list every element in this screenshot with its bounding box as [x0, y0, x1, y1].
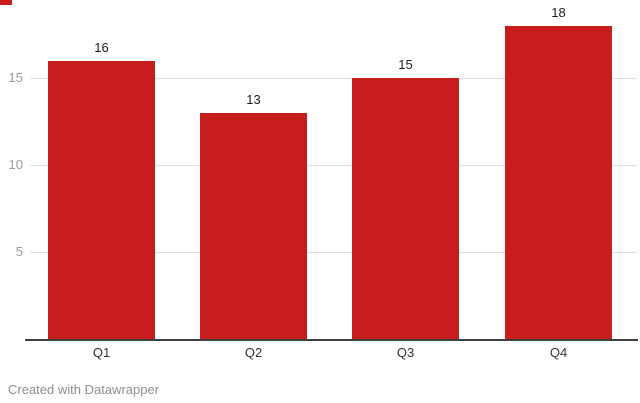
gridline — [30, 165, 637, 166]
x-axis-label: Q2 — [244, 345, 263, 360]
bar-value-label: 13 — [246, 92, 261, 107]
gridline — [30, 252, 637, 253]
x-axis-label: Q1 — [92, 345, 111, 360]
y-tick-label: 5 — [15, 244, 23, 259]
x-axis-baseline — [25, 339, 638, 341]
gridline — [30, 78, 637, 79]
bar-q4 — [505, 26, 612, 339]
x-axis-label: Q4 — [549, 345, 568, 360]
bar-q1 — [48, 61, 155, 339]
bar-q3 — [352, 78, 459, 339]
x-axis-label: Q3 — [396, 345, 415, 360]
bar-value-label: 18 — [551, 5, 566, 20]
red-corner-mark — [0, 0, 12, 5]
bar-value-label: 15 — [398, 57, 413, 72]
y-tick-label: 10 — [8, 157, 23, 172]
datawrapper-credit-link[interactable]: Created with Datawrapper — [8, 382, 160, 397]
y-tick-label: 15 — [8, 70, 23, 85]
bar-q2 — [200, 113, 307, 339]
bar-value-label: 16 — [94, 40, 109, 55]
